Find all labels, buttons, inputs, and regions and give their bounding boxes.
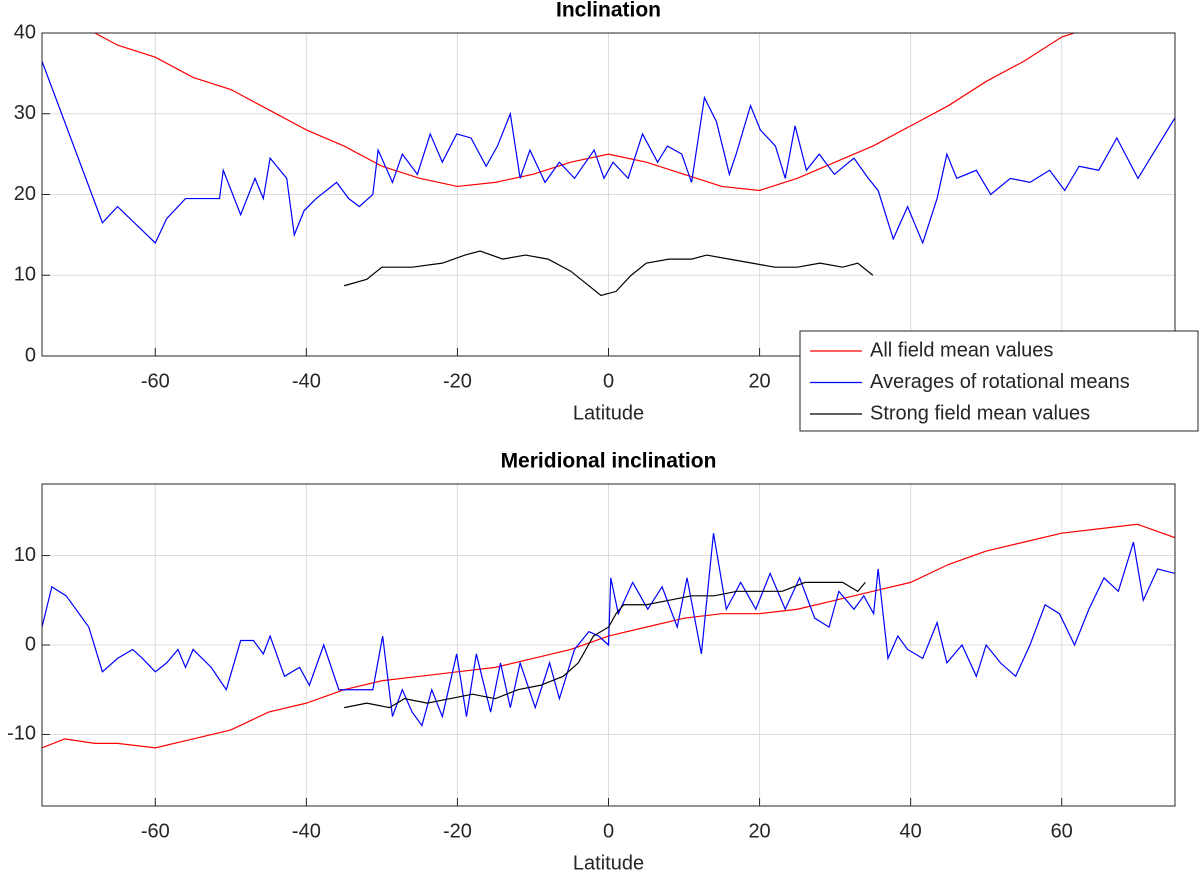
x-tick-label: 0 <box>603 370 614 392</box>
x-tick-label: -20 <box>443 820 472 842</box>
axes-frame <box>41 32 1176 357</box>
y-tick-label: 20 <box>14 183 36 205</box>
x-axis-label: Latitude <box>573 402 644 424</box>
legend-label: Strong field mean values <box>870 402 1090 424</box>
x-tick-label: 40 <box>900 820 922 842</box>
x-tick-label: 20 <box>748 820 770 842</box>
axes-frame <box>41 483 1176 807</box>
legend-label: Averages of rotational means <box>870 371 1130 393</box>
x-tick-label: 20 <box>748 370 770 392</box>
y-tick-label: 10 <box>14 264 36 286</box>
x-axis-label: Latitude <box>573 852 644 874</box>
series-line <box>42 61 1175 245</box>
y-tick-label: 40 <box>14 21 36 43</box>
y-tick-label: 10 <box>14 544 36 566</box>
legend-label: All field mean values <box>870 339 1053 361</box>
x-tick-label: -40 <box>292 370 321 392</box>
legend-box <box>799 330 1199 432</box>
series-line <box>343 250 874 297</box>
y-tick-label: 0 <box>25 633 36 655</box>
x-tick-label: -20 <box>443 370 472 392</box>
x-tick-label: 0 <box>603 820 614 842</box>
chart-title: Inclination <box>556 0 661 22</box>
chart-title: Meridional inclination <box>501 450 717 473</box>
subplot: -60 -40 -20 0 20 40 60 -10 0 10 Meridional inclina… <box>7 450 1176 874</box>
subplot: -60-40-200204060010203040InclinationLati… <box>14 0 1199 432</box>
y-tick-label: -10 <box>7 723 36 745</box>
y-tick-label: 30 <box>14 102 36 124</box>
x-tick-label: -40 <box>292 820 321 842</box>
series-line <box>344 581 866 709</box>
x-tick-label: -60 <box>141 820 170 842</box>
x-tick-label: -60 <box>141 370 170 392</box>
series-line <box>93 33 1077 192</box>
series-line <box>42 533 1175 727</box>
x-tick-label: 60 <box>1051 820 1073 842</box>
y-tick-label: 0 <box>25 344 36 366</box>
